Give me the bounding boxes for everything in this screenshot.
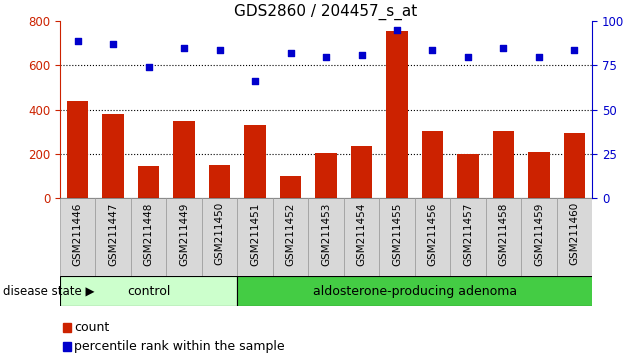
Bar [308,198,344,276]
Bar [486,198,521,276]
Bar [422,131,443,198]
Bar [521,198,557,276]
Text: disease state ▶: disease state ▶ [3,285,94,298]
Text: GSM211457: GSM211457 [463,202,473,266]
Bar [238,198,273,276]
Text: GSM211448: GSM211448 [144,202,154,266]
Bar [173,121,195,198]
Bar [529,152,549,198]
Point [72,38,83,44]
Bar [273,198,308,276]
Bar [450,198,486,276]
Point [534,54,544,59]
Text: GSM211446: GSM211446 [72,202,83,266]
Bar [202,198,238,276]
Text: aldosterone-producing adenoma: aldosterone-producing adenoma [312,285,517,298]
Bar [209,165,230,198]
Text: GSM211453: GSM211453 [321,202,331,266]
Text: GSM211447: GSM211447 [108,202,118,266]
Point [179,45,189,51]
Text: GSM211459: GSM211459 [534,202,544,266]
Bar [67,101,88,198]
Text: count: count [74,321,110,334]
Bar [457,154,479,198]
Bar [379,198,415,276]
Bar [95,198,131,276]
Bar [131,198,166,276]
Point [463,54,473,59]
Bar [386,31,408,198]
Text: GSM211458: GSM211458 [498,202,508,266]
Point [285,50,295,56]
Bar [103,114,123,198]
Bar [557,198,592,276]
Bar [351,146,372,198]
Point [498,45,508,51]
Bar [280,176,301,198]
Bar [244,125,266,198]
Bar [564,133,585,198]
Point [250,79,260,84]
Point [321,54,331,59]
Bar [493,131,514,198]
Bar [166,198,202,276]
Title: GDS2860 / 204457_s_at: GDS2860 / 204457_s_at [234,4,418,20]
Text: GSM211452: GSM211452 [285,202,295,266]
Text: GSM211449: GSM211449 [179,202,189,266]
Point [144,64,154,70]
Point [427,47,437,52]
Bar [344,198,379,276]
Point [357,52,367,58]
Text: GSM211455: GSM211455 [392,202,402,266]
Text: control: control [127,285,170,298]
Point [214,47,224,52]
Text: GSM211450: GSM211450 [215,202,224,266]
Bar [238,276,610,306]
Text: GSM211460: GSM211460 [570,202,580,266]
Bar [138,166,159,198]
Text: GSM211456: GSM211456 [428,202,437,266]
Point [108,41,118,47]
Bar [316,153,336,198]
Text: GSM211454: GSM211454 [357,202,367,266]
Bar [60,276,238,306]
Point [570,47,580,52]
Bar [415,198,450,276]
Bar [60,198,95,276]
Text: GSM211451: GSM211451 [250,202,260,266]
Text: percentile rank within the sample: percentile rank within the sample [74,341,285,353]
Point [392,27,402,33]
